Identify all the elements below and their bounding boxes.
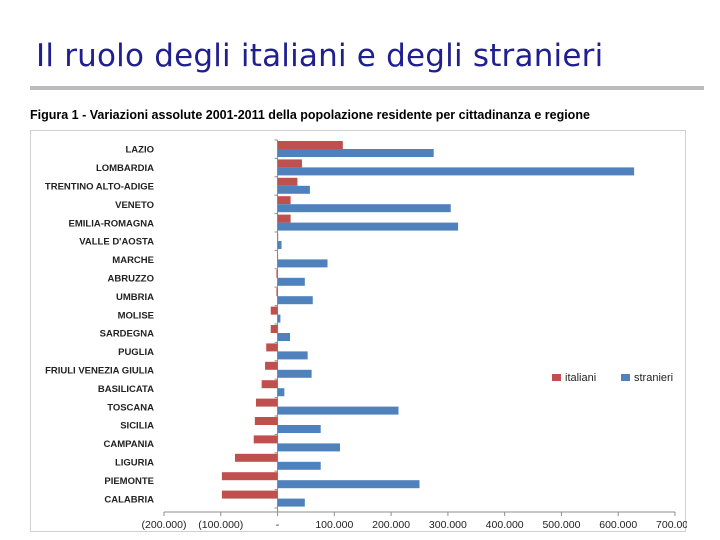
- bar-italiani-lombardia: [277, 159, 302, 168]
- category-label: LAZIO: [126, 145, 155, 156]
- x-tick-label: (100.000): [198, 519, 243, 531]
- category-label: TOSCANA: [107, 402, 154, 413]
- x-tick-label: 100.000: [315, 519, 353, 531]
- bar-stranieri-trentino-alto-adige: [277, 185, 310, 194]
- x-tick-label: 200.000: [372, 519, 410, 531]
- bar-italiani-emilia-romagna: [277, 214, 291, 223]
- x-tick-label: 300.000: [429, 519, 467, 531]
- bar-italiani-sicilia: [254, 417, 278, 425]
- x-tick-label: (200.000): [142, 519, 187, 531]
- bar-italiani-basilicata: [261, 380, 278, 389]
- legend-label-stranieri: stranieri: [634, 372, 673, 384]
- category-label: CALABRIA: [104, 494, 154, 505]
- bar-stranieri-lazio: [277, 149, 434, 157]
- x-tick-label: -: [276, 519, 280, 531]
- legend-swatch-stranieri: [621, 374, 630, 381]
- population-change-chart: LAZIO LOMBARDIA TRENTINO ALTO-ADIGE VENETO E…: [45, 139, 687, 531]
- figure-caption: Figura 1 - Variazioni assolute 2001-2011…: [30, 108, 590, 122]
- bar-italiani-umbria: [276, 288, 278, 297]
- x-tick-label: 600.000: [599, 519, 637, 531]
- bar-italiani-abruzzo: [276, 269, 278, 278]
- bar-stranieri-puglia: [277, 351, 308, 360]
- bar-stranieri-liguria: [277, 461, 321, 470]
- bar-italiani-piemonte: [221, 472, 278, 481]
- x-tick-label: 400.000: [486, 519, 524, 531]
- chart-frame: LAZIO LOMBARDIA TRENTINO ALTO-ADIGE VENETO E…: [30, 130, 687, 532]
- category-label: UMBRIA: [116, 292, 154, 303]
- bar-italiani-friuli-venezia-giulia: [265, 361, 278, 370]
- bar-italiani-calabria: [221, 490, 278, 499]
- bar-stranieri-valle-d-aosta: [277, 241, 282, 249]
- bar-stranieri-campania: [277, 443, 341, 452]
- category-label: PUGLIA: [118, 347, 154, 358]
- bar-stranieri-molise: [277, 314, 281, 323]
- category-label: EMILIA-ROMAGNA: [69, 218, 155, 229]
- bar-italiani-sardegna: [270, 325, 278, 333]
- category-label: TRENTINO ALTO-ADIGE: [45, 182, 154, 193]
- bar-italiani-puglia: [266, 343, 278, 352]
- x-tick-label: 500.000: [542, 519, 580, 531]
- bar-stranieri-abruzzo: [277, 277, 305, 286]
- category-label: PIEMONTE: [104, 476, 154, 487]
- category-label: LOMBARDIA: [96, 163, 154, 174]
- bar-italiani-valle-d-aosta: [277, 233, 279, 241]
- category-label: LIGURIA: [115, 458, 154, 469]
- category-label: ABRUZZO: [108, 274, 154, 285]
- bar-stranieri-lombardia: [277, 167, 635, 176]
- bar-italiani-toscana: [255, 398, 278, 407]
- bar-italiani-campania: [253, 435, 278, 444]
- bar-italiani-veneto: [277, 196, 291, 205]
- bar-stranieri-marche: [277, 259, 328, 268]
- category-label: CAMPANIA: [104, 439, 155, 450]
- bar-italiani-lazio: [277, 141, 343, 149]
- bar-italiani-liguria: [234, 453, 278, 462]
- bar-stranieri-veneto: [277, 204, 451, 213]
- bar-stranieri-piemonte: [277, 480, 420, 489]
- category-label: MOLISE: [118, 310, 154, 321]
- category-label: VALLE D'AOSTA: [79, 237, 154, 248]
- bar-italiani-molise: [270, 306, 278, 315]
- category-label: SARDEGNA: [100, 329, 155, 340]
- category-label: FRIULI VENEZIA GIULIA: [45, 366, 154, 377]
- category-label: VENETO: [115, 200, 154, 211]
- category-label: MARCHE: [112, 255, 154, 266]
- bar-italiani-trentino-alto-adige: [277, 177, 298, 186]
- bar-stranieri-sardegna: [277, 333, 291, 341]
- x-tick-label: 700.000: [656, 519, 687, 531]
- bar-stranieri-sicilia: [277, 425, 321, 433]
- category-label: SICILIA: [120, 421, 154, 432]
- bar-stranieri-emilia-romagna: [277, 222, 459, 231]
- category-label: BASILICATA: [98, 384, 154, 395]
- bar-stranieri-toscana: [277, 406, 399, 415]
- title-divider: [30, 86, 704, 90]
- bar-stranieri-umbria: [277, 296, 313, 305]
- slide-title: Il ruolo degli italiani e degli stranier…: [36, 38, 604, 74]
- bar-stranieri-friuli-venezia-giulia: [277, 369, 312, 378]
- bar-italiani-marche: [277, 251, 279, 260]
- legend-swatch-italiani: [552, 374, 561, 381]
- bar-stranieri-calabria: [277, 498, 305, 507]
- bar-stranieri-basilicata: [277, 388, 285, 397]
- legend-label-italiani: italiani: [565, 372, 596, 384]
